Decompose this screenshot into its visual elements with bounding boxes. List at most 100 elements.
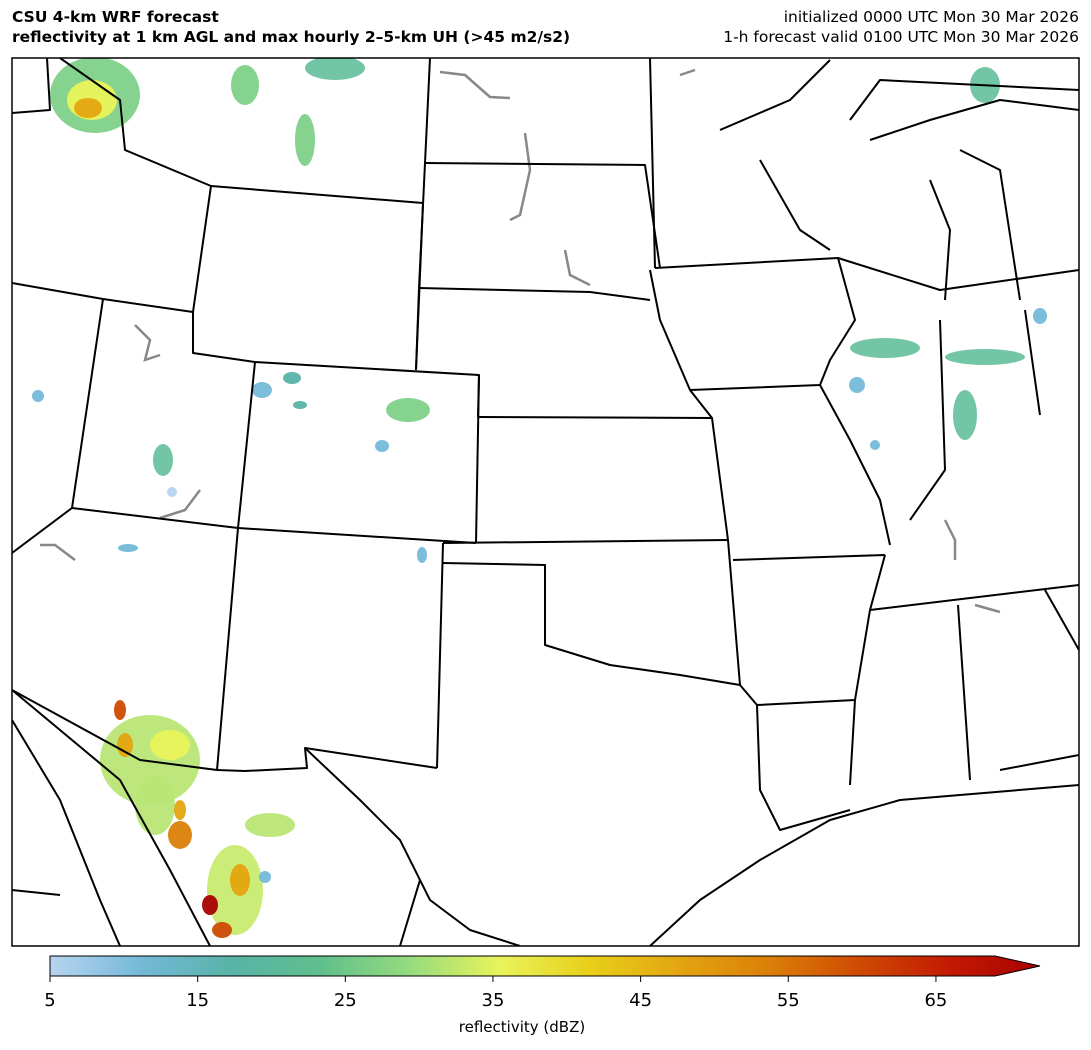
lake-outline — [40, 543, 76, 561]
reflectivity-cell — [135, 775, 175, 835]
reflectivity-cell — [386, 398, 430, 422]
reflectivity-cell — [850, 338, 920, 358]
state-border — [719, 59, 831, 131]
state-border — [759, 159, 831, 251]
state-border — [819, 384, 891, 546]
state-border — [418, 287, 651, 301]
state-border — [869, 99, 1079, 141]
map-subtitle: reflectivity at 1 km AGL and max hourly … — [12, 28, 571, 46]
state-border — [12, 719, 121, 946]
state-border — [475, 374, 480, 544]
reflectivity-cell — [174, 800, 186, 820]
reflectivity-cell — [245, 813, 295, 837]
state-border — [1024, 309, 1041, 416]
lake-outline — [974, 603, 1001, 614]
valid-time: 1-h forecast valid 0100 UTC Mon 30 Mar 2… — [723, 28, 1079, 46]
reflectivity-cell — [168, 821, 192, 849]
reflectivity-cell — [231, 65, 259, 105]
state-border — [727, 539, 758, 706]
state-border — [415, 58, 431, 371]
reflectivity-cell — [167, 487, 177, 497]
state-border — [12, 527, 239, 771]
state-border — [849, 699, 856, 786]
state-border — [12, 689, 211, 946]
state-border — [442, 539, 729, 544]
reflectivity-cell — [953, 390, 977, 440]
state-border — [442, 562, 741, 686]
reflectivity-cell — [117, 733, 133, 757]
colorbar-tick-label: 15 — [186, 990, 210, 1011]
reflectivity-cell — [849, 377, 865, 393]
colorbar-tick-label: 45 — [629, 990, 653, 1011]
map-title: CSU 4-km WRF forecast — [12, 8, 219, 26]
state-border — [837, 257, 1079, 291]
state-border — [756, 704, 851, 831]
colorbar-label: reflectivity (dBZ) — [458, 1018, 586, 1036]
lake-outline — [679, 68, 696, 77]
state-border — [304, 747, 521, 946]
reflectivity-cell — [305, 58, 365, 80]
state-border — [929, 179, 951, 301]
state-border — [999, 754, 1079, 771]
reflectivity-cell — [114, 700, 126, 720]
colorbar-bar — [49, 955, 1041, 977]
state-border — [210, 185, 424, 204]
state-border — [957, 604, 971, 781]
state-border — [436, 542, 444, 769]
colorbar-tick-label: 65 — [924, 990, 948, 1011]
lake-outline — [943, 519, 957, 560]
reflectivity-cell — [252, 382, 272, 398]
state-border — [909, 319, 946, 521]
reflectivity-cell — [417, 547, 427, 563]
init-time: initialized 0000 UTC Mon 30 Mar 2026 — [783, 8, 1079, 26]
reflectivity-cell — [283, 372, 301, 384]
colorbar-ticks — [49, 976, 937, 982]
reflectivity-cell — [32, 390, 44, 402]
lake-outline — [439, 70, 511, 100]
state-border — [216, 747, 438, 772]
colorbar-tick-label: 5 — [44, 990, 56, 1011]
reflectivity-cell — [150, 730, 190, 760]
colorbar-tick-label: 55 — [776, 990, 800, 1011]
reflectivity-cell — [153, 444, 173, 476]
state-border — [192, 312, 480, 418]
colorbar-tick-label: 35 — [481, 990, 505, 1011]
state-border — [71, 298, 239, 529]
lake-outline — [159, 489, 201, 520]
state-border — [756, 554, 886, 706]
state-border — [424, 162, 661, 269]
reflectivity-cell — [202, 895, 218, 915]
lakes-rivers-layer — [40, 68, 1001, 614]
state-border — [192, 185, 212, 313]
reflectivity-cell — [1033, 308, 1047, 324]
lake-outline — [134, 324, 161, 362]
reflectivity-cell — [74, 98, 102, 118]
state-border — [1044, 589, 1079, 651]
state-border — [12, 507, 73, 554]
state-border — [654, 257, 856, 391]
state-border — [399, 879, 421, 946]
state-border — [477, 416, 729, 541]
state-border — [869, 584, 1079, 611]
state-border — [849, 79, 1079, 121]
state-border — [649, 784, 1079, 946]
reflectivity-cell — [118, 544, 138, 552]
state-border — [959, 149, 1021, 301]
lake-outline — [509, 132, 532, 222]
lake-outline — [563, 249, 591, 287]
reflectivity-cell — [230, 864, 250, 896]
reflectivity-cell — [870, 440, 880, 450]
state-border — [12, 58, 51, 114]
state-borders-layer — [12, 58, 1079, 946]
colorbar-tick-label: 25 — [333, 990, 357, 1011]
state-border — [59, 58, 212, 187]
reflectivity-cell — [212, 922, 232, 938]
state-border — [649, 269, 713, 419]
state-border — [732, 554, 886, 561]
colorbar — [49, 955, 1041, 982]
reflectivity-cell — [295, 114, 315, 166]
reflectivity-cell — [945, 349, 1025, 365]
reflectivity-cell — [259, 871, 271, 883]
reflectivity-layer — [32, 58, 1047, 938]
